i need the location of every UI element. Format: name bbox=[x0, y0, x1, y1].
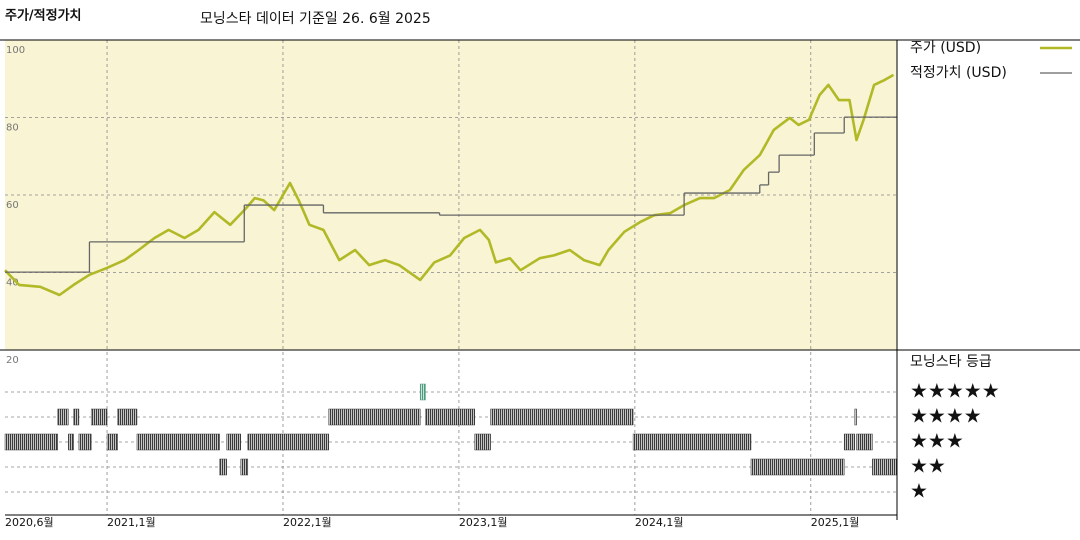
y-tick-label: 20 bbox=[6, 355, 19, 366]
rating-label: ★★★★★ bbox=[910, 379, 1000, 403]
rating-bar bbox=[856, 433, 873, 451]
rating-bar bbox=[73, 408, 80, 426]
rating-bar bbox=[68, 433, 74, 451]
y-tick-label: 100 bbox=[6, 45, 25, 56]
chart-subtitle: 모닝스타 데이터 기준일 26. 6월 2025 bbox=[200, 11, 431, 27]
rating-bar bbox=[78, 433, 92, 451]
rating-bar bbox=[328, 408, 421, 426]
x-tick-label: 2025,1월 bbox=[811, 516, 860, 529]
x-tick-label: 2023,1월 bbox=[459, 516, 508, 529]
rating-bar bbox=[750, 458, 845, 476]
rating-bar bbox=[106, 433, 118, 451]
rating-bar bbox=[490, 408, 634, 426]
rating-bar bbox=[240, 458, 249, 476]
rating-label: ★★★★ bbox=[910, 404, 982, 428]
rating-bar bbox=[632, 433, 752, 451]
legend-label: 적정가치 (USD) bbox=[910, 65, 1007, 81]
rating-title: 모닝스타 등급 bbox=[910, 354, 992, 370]
price-line bbox=[4, 73, 895, 297]
rating-bar bbox=[854, 408, 857, 426]
rating-bar bbox=[226, 433, 242, 451]
x-tick-label: 2021,1월 bbox=[107, 516, 156, 529]
rating-bar bbox=[90, 408, 108, 426]
rating-bar bbox=[872, 458, 898, 476]
y-tick-label: 40 bbox=[6, 278, 19, 289]
rating-bar bbox=[4, 433, 59, 451]
rating-label: ★ bbox=[910, 479, 928, 503]
rating-bar bbox=[843, 433, 856, 451]
rating-bar bbox=[219, 458, 227, 476]
x-tick-label: 2024,1월 bbox=[635, 516, 684, 529]
rating-label: ★★★ bbox=[910, 429, 964, 453]
y-tick-label: 80 bbox=[6, 123, 19, 134]
legend-label: 주가 (USD) bbox=[910, 40, 981, 56]
x-tick-label: 2022,1월 bbox=[283, 516, 332, 529]
rating-bar bbox=[136, 433, 220, 451]
rating-bar bbox=[247, 433, 329, 451]
rating-bar bbox=[425, 408, 476, 426]
y-tick-label: 60 bbox=[6, 200, 19, 211]
rating-bar bbox=[419, 383, 426, 401]
rating-bar bbox=[117, 408, 138, 426]
chart-title: 주가/적정가치 bbox=[5, 8, 82, 24]
rating-bar bbox=[57, 408, 69, 426]
rating-label: ★★ bbox=[910, 454, 946, 478]
rating-bar bbox=[474, 433, 491, 451]
x-tick-label: 2020,6월 bbox=[5, 516, 54, 529]
